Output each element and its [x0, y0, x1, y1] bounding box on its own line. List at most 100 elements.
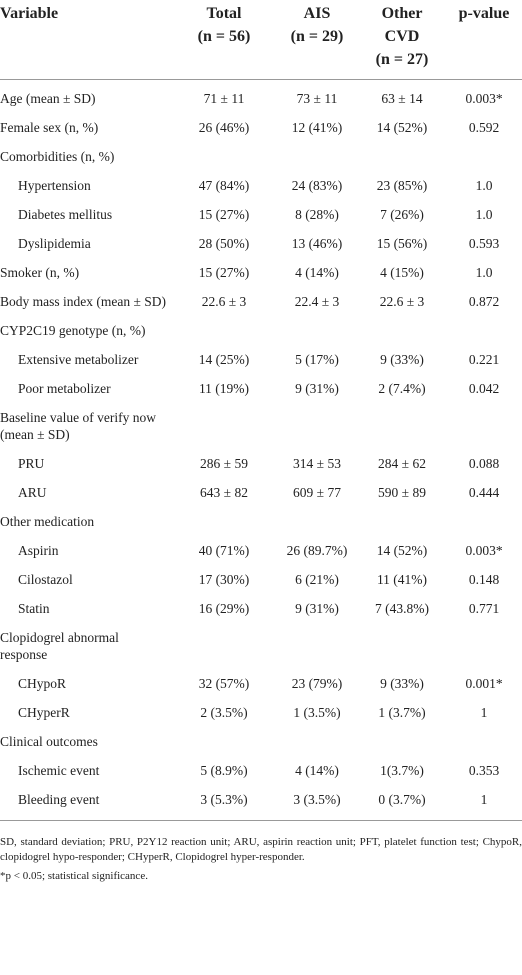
cell: 22.6 ± 3 — [201, 294, 247, 309]
header-line: Other — [381, 5, 423, 22]
table-row: Other medication — [0, 507, 522, 536]
table-row: Comorbidities (n, %) — [0, 142, 522, 171]
footnote: *p < 0.05; statistical significance. — [0, 870, 148, 882]
table-row: Aspirin 40 (71%) 26 (89.7%) 14 (52%) 0.003* — [0, 536, 522, 565]
cell: 0.593 — [468, 236, 500, 251]
cell: 1(3.7%) — [380, 763, 424, 778]
cell: 4 (15%) — [380, 265, 424, 280]
cell: 15 (56%) — [376, 236, 428, 251]
empty-cell — [446, 316, 522, 345]
cell: 609 ± 77 — [293, 485, 341, 500]
cell: 7 (43.8%) — [375, 601, 429, 616]
cell: 4 (14%) — [295, 265, 339, 280]
cell: 6 (21%) — [295, 572, 339, 587]
cell: 13 (46%) — [291, 236, 343, 251]
column-header: Variable — [0, 0, 172, 80]
cell: 9 (31%) — [295, 381, 339, 396]
cell: 643 ± 82 — [200, 485, 248, 500]
footnotes: SD, standard deviation; PRU, P2Y12 react… — [0, 835, 522, 884]
cell: 23 (79%) — [291, 676, 343, 691]
column-header: p-value — [446, 0, 522, 80]
cell: 0.444 — [468, 485, 500, 500]
row-label: Extensive metabolizer — [18, 352, 139, 367]
header-line: (n = 27) — [375, 51, 429, 68]
table-row: Female sex (n, %) 26 (46%) 12 (41%) 14 (52%… — [0, 113, 522, 142]
row-label: Dyslipidemia — [18, 236, 91, 251]
cell: 15 (27%) — [198, 265, 250, 280]
cell: 590 ± 89 — [378, 485, 426, 500]
cell: 14 (52%) — [376, 120, 428, 135]
empty-cell — [446, 507, 522, 536]
empty-cell — [276, 507, 358, 536]
empty-cell — [276, 623, 358, 669]
header-line: AIS — [303, 5, 331, 22]
table-row: Clinical outcomes — [0, 727, 522, 756]
table-row: Ischemic event 5 (8.9%) 4 (14%) 1(3.7%) 0.35… — [0, 756, 522, 785]
cell: 23 (85%) — [376, 178, 428, 193]
table-row: Extensive metabolizer 14 (25%) 5 (17%) 9 (3… — [0, 345, 522, 374]
table-row: Dyslipidemia 28 (50%) 13 (46%) 15 (56%) 0.59… — [0, 229, 522, 258]
row-label: Statin — [18, 601, 50, 616]
cell: 5 (8.9%) — [200, 763, 248, 778]
cell: 9 (33%) — [380, 352, 424, 367]
row-label: Aspirin — [18, 543, 59, 558]
cell: 40 (71%) — [198, 543, 250, 558]
empty-cell — [172, 727, 276, 756]
cell: 11 (19%) — [198, 381, 250, 396]
cell: 0.001* — [465, 676, 503, 691]
cell: 22.4 ± 3 — [294, 294, 340, 309]
column-header: AIS (n = 29) — [276, 0, 358, 80]
empty-cell — [172, 403, 276, 449]
empty-cell — [358, 623, 446, 669]
cell: 1 — [446, 785, 522, 821]
table-row: Poor metabolizer 11 (19%) 9 (31%) 2 (7.4%) 0… — [0, 374, 522, 403]
table-row: Baseline value of verify now (mean ± SD) — [0, 403, 522, 449]
row-label: Hypertension — [18, 178, 91, 193]
empty-cell — [446, 727, 522, 756]
row-label: Smoker (n, %) — [0, 265, 80, 280]
empty-cell — [172, 623, 276, 669]
cell: 22.6 ± 3 — [379, 294, 425, 309]
empty-cell — [358, 403, 446, 449]
cell: 2 (3.5%) — [200, 705, 248, 720]
row-label: CHyperR — [18, 705, 70, 720]
cell: 15 (27%) — [198, 207, 250, 222]
cell: 0.592 — [468, 120, 500, 135]
table-row: CYP2C19 genotype (n, %) — [0, 316, 522, 345]
row-label: Baseline value of verify now (mean ± SD) — [0, 410, 156, 442]
row-label: PRU — [18, 456, 45, 471]
row-label: Comorbidities (n, %) — [0, 149, 115, 164]
table-row: Hypertension 47 (84%) 24 (83%) 23 (85%) 1.0 — [0, 171, 522, 200]
cell: 3 (3.5%) — [276, 785, 358, 821]
table-row: Statin 16 (29%) 9 (31%) 7 (43.8%) 0.771 — [0, 594, 522, 623]
cell: 0.042 — [468, 381, 500, 396]
empty-cell — [358, 727, 446, 756]
cell: 1.0 — [475, 178, 493, 193]
row-label: Diabetes mellitus — [18, 207, 113, 222]
header-line: Total — [206, 5, 242, 22]
header-row: Variable Total (n = 56) AIS (n = 29) Other CVD… — [0, 0, 522, 80]
footnote: SD, standard deviation; PRU, P2Y12 react… — [0, 836, 522, 863]
header-line: p-value — [458, 5, 510, 22]
cell: 1.0 — [475, 265, 493, 280]
header-line: (n = 29) — [290, 28, 344, 45]
table-row: Clopidogrel abnormal response — [0, 623, 522, 669]
empty-cell — [172, 142, 276, 171]
cell: 7 (26%) — [380, 207, 424, 222]
cell: 0.221 — [468, 352, 500, 367]
column-header: Total (n = 56) — [172, 0, 276, 80]
row-label: ARU — [18, 485, 47, 500]
cell: 1.0 — [475, 207, 493, 222]
row-label: Clopidogrel abnormal response — [0, 630, 119, 662]
cell: 0.003* — [465, 543, 503, 558]
cell: 8 (28%) — [295, 207, 339, 222]
cell: 1 (3.7%) — [378, 705, 426, 720]
cell: 2 (7.4%) — [378, 381, 426, 396]
cell: 73 ± 11 — [296, 91, 338, 106]
cell: 63 ± 14 — [381, 91, 423, 106]
empty-cell — [276, 316, 358, 345]
cell: 0.148 — [468, 572, 500, 587]
row-label: Clinical outcomes — [0, 734, 98, 749]
empty-cell — [446, 623, 522, 669]
cell: 11 (41%) — [376, 572, 428, 587]
